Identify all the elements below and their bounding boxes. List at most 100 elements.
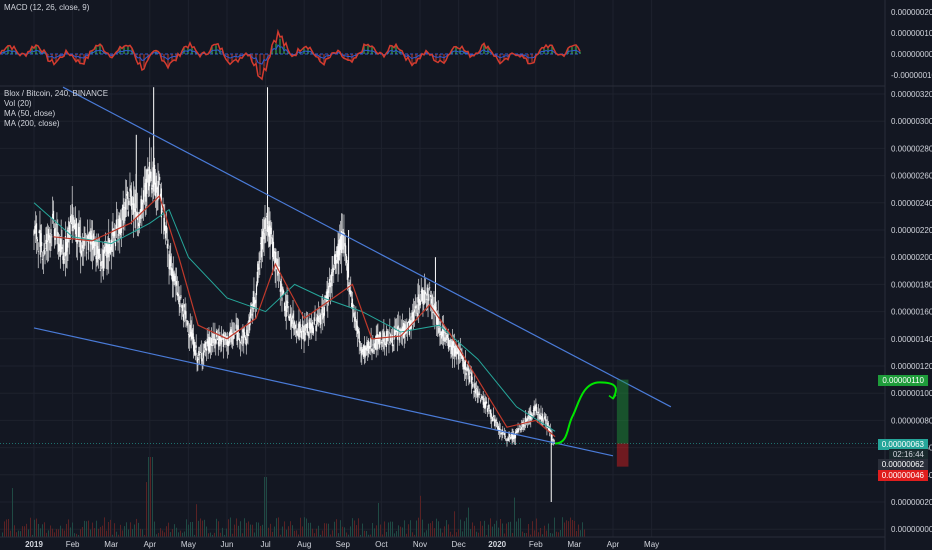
candle-body (441, 331, 443, 339)
time-axis[interactable]: 2019 Feb Mar Apr May Jun Jul Aug Sep Oct Nov Dec 202… (25, 540, 659, 549)
candle-body (505, 439, 507, 441)
candle-body (223, 334, 225, 338)
candle-body (544, 416, 546, 421)
candle-body (330, 274, 332, 281)
candle-body (158, 194, 160, 196)
candle-body (320, 314, 322, 325)
volume-bar (256, 522, 257, 537)
trendlines[interactable] (0, 86, 885, 457)
volume-bar (550, 532, 551, 537)
price-tick-label: 0.00000120 (891, 362, 932, 371)
countdown-badge: 02:16:44 (888, 449, 928, 460)
volume-bar (62, 528, 63, 537)
volume-bar (30, 517, 31, 537)
volume-bar (98, 528, 99, 537)
candle-body (70, 222, 72, 224)
candle-body (553, 439, 555, 441)
candle-body (45, 239, 47, 245)
candle-body (220, 338, 222, 345)
volume-bar (80, 529, 81, 537)
candle-body (257, 263, 259, 270)
candle-body (496, 422, 498, 428)
candle-body (356, 320, 358, 331)
candle-body (74, 224, 76, 230)
volume-bar (306, 518, 307, 537)
candle-body (452, 340, 455, 348)
candle-body (456, 351, 458, 355)
position-profit-zone (616, 379, 629, 444)
volume-bar (268, 527, 269, 537)
position-box[interactable] (616, 379, 629, 467)
volume-bar (224, 534, 225, 537)
volume-bar (372, 522, 373, 537)
candle-body (464, 359, 466, 371)
candle-body (547, 422, 549, 427)
candle-body (162, 204, 164, 207)
volume-bar (288, 526, 289, 537)
candle-body (171, 268, 174, 282)
volume-bar (398, 525, 399, 537)
volume-bar (184, 531, 185, 537)
candle-body (131, 196, 133, 210)
candle-body (318, 318, 320, 320)
volume-bar (438, 521, 439, 537)
volume-bar (190, 522, 191, 537)
volume-bar (482, 525, 483, 537)
candle-body (166, 243, 168, 249)
volume-bar (24, 526, 25, 537)
candle-body (542, 413, 544, 420)
candle-body (490, 409, 492, 419)
volume-bar (298, 534, 299, 537)
candle-body (532, 410, 534, 411)
candle-body (88, 232, 90, 234)
candle-body (144, 183, 146, 197)
volume-bar (512, 532, 513, 537)
volume-bar (162, 530, 163, 537)
candle-body (275, 251, 277, 269)
candle-body (384, 342, 386, 345)
volume-bar (552, 533, 553, 537)
candle-body (221, 338, 223, 342)
candle-body (370, 339, 372, 347)
ma50-line (53, 194, 556, 438)
volume-bar (132, 529, 133, 537)
candle-body (186, 320, 188, 326)
volume-bar (104, 517, 105, 537)
candle-body (389, 332, 391, 334)
candle-body (481, 397, 483, 398)
volume-bar (124, 526, 125, 537)
candle-body (81, 245, 84, 249)
candle-body (138, 223, 140, 229)
candle-body (115, 219, 117, 230)
volume-bar (506, 523, 507, 537)
volume-bar (476, 531, 477, 537)
macd-axis[interactable]: 0.00000020 0.00000010 0.00000000 -0.0000001… (891, 8, 932, 80)
candle-body (418, 299, 421, 306)
volume-bar (404, 520, 405, 537)
volume-bar (348, 534, 349, 537)
candle-body (349, 290, 351, 294)
candle-body (252, 297, 254, 309)
candle-body (170, 267, 173, 276)
candle-body (187, 322, 189, 325)
volume-bar (230, 517, 231, 537)
projection-curve[interactable] (554, 381, 617, 445)
volume-bar (300, 517, 301, 537)
macd-tick-label: -0.00000010 (891, 71, 932, 80)
volume-bar (186, 519, 187, 537)
volume-bar (84, 520, 85, 537)
candle-body (342, 232, 344, 250)
price-tick-label: 0.00000320 (891, 90, 932, 99)
candle-body (112, 228, 114, 236)
candle-body (332, 267, 334, 273)
candle-body (128, 200, 130, 206)
candle-body (198, 351, 200, 356)
candle-body (427, 299, 429, 301)
candle-body (507, 438, 509, 442)
candle-body (165, 225, 168, 234)
volume-bar (222, 527, 223, 537)
candle-body (89, 232, 91, 244)
candle-body (75, 218, 78, 242)
volume-bar (20, 531, 21, 537)
